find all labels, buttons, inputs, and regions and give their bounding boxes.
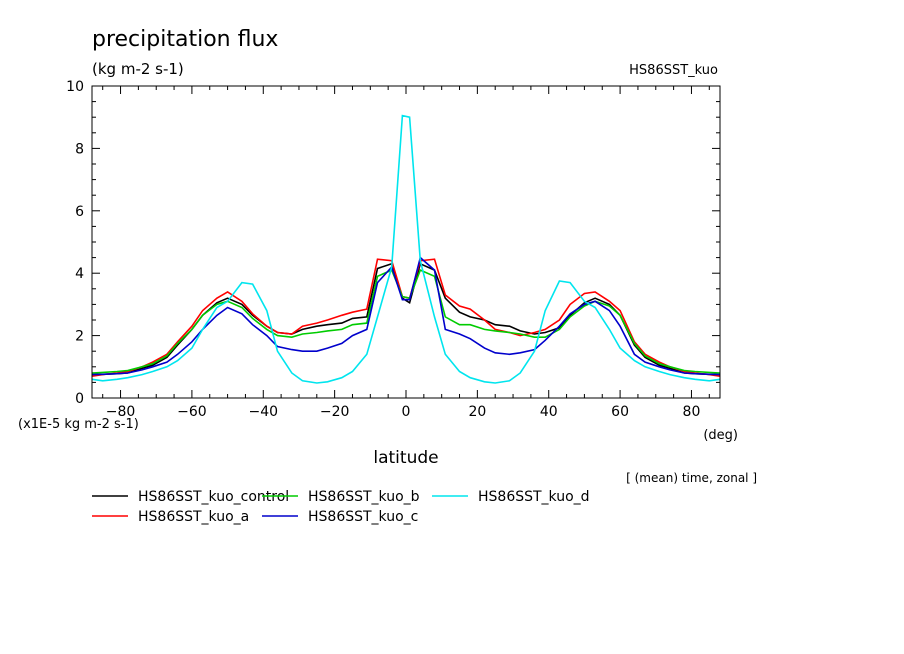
series-line-3 — [91, 269, 721, 374]
legend-label: HS86SST_kuo_c — [308, 509, 418, 525]
x-unit: (deg) — [703, 428, 738, 443]
axes: −80 −60 −40 −20 0 20 40 60 80 0 2 4 6 8 10 — [66, 79, 721, 420]
chart-subtitle: [ (mean) time, zonal ] — [626, 471, 757, 485]
y-tick-label: 4 — [75, 266, 84, 282]
x-tick-label: 60 — [611, 404, 629, 420]
x-tick-label: 0 — [402, 404, 411, 420]
y-tick-label: 0 — [75, 391, 84, 407]
y-tick-label: 6 — [75, 204, 84, 220]
legend-label: HS86SST_kuo_d — [478, 489, 590, 505]
y-tick-label: 10 — [66, 79, 84, 95]
series-layer — [91, 114, 721, 384]
x-tick-label: 20 — [468, 404, 486, 420]
series-line-5 — [91, 114, 721, 384]
x-tick-label: −80 — [106, 404, 136, 420]
x-tick-label: 40 — [540, 404, 558, 420]
y-tick-label: 8 — [75, 141, 84, 157]
x-tick-label: −40 — [248, 404, 278, 420]
legend-label: HS86SST_kuo_a — [138, 509, 249, 525]
chart-units: (kg m-2 s-1) — [92, 60, 184, 78]
x-tick-label: −20 — [320, 404, 350, 420]
legend-label: HS86SST_kuo_control — [138, 489, 289, 505]
chart-title: precipitation flux — [92, 27, 278, 52]
x-tick-label: −60 — [177, 404, 207, 420]
series-line-1 — [91, 262, 721, 376]
x-axis-label: latitude — [373, 448, 438, 468]
y-scale-note: (x1E-5 kg m-2 s-1) — [18, 417, 139, 432]
legend-label: HS86SST_kuo_b — [308, 489, 420, 505]
run-label: HS86SST_kuo — [629, 63, 718, 78]
series-line-4 — [91, 256, 721, 376]
plot-frame — [91, 85, 721, 399]
x-tick-label: 80 — [683, 404, 701, 420]
legend: HS86SST_kuo_control HS86SST_kuo_a HS86SST_… — [92, 489, 590, 525]
series-line-2 — [91, 258, 721, 377]
y-tick-label: 2 — [75, 329, 84, 345]
